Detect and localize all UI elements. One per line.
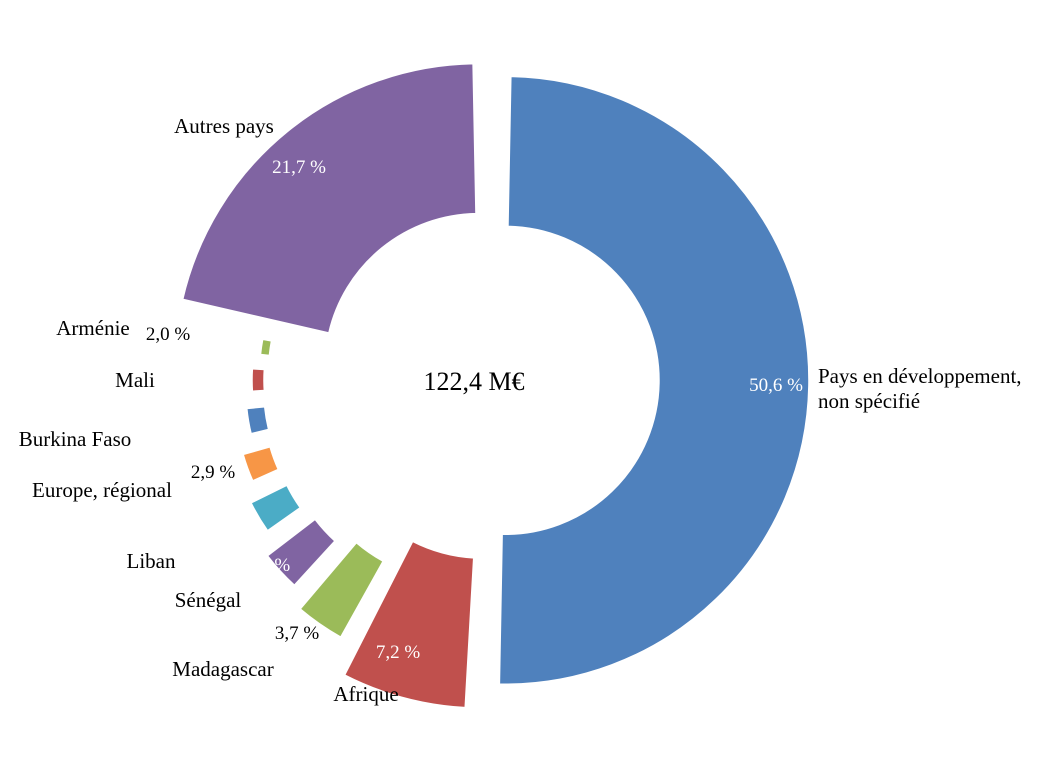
slice-value-label-8: 2,0 %	[146, 324, 191, 345]
slice-8	[259, 338, 273, 357]
slice-category-label-6: Burkina Faso	[19, 427, 132, 451]
slice-5	[242, 445, 280, 482]
slice-value-label-7: 2,6 %	[172, 369, 217, 390]
slice-3	[266, 518, 336, 587]
slice-value-label-3: 3,4 %	[246, 555, 291, 576]
slice-value-label-0: 50,6 %	[749, 375, 803, 396]
slice-1	[343, 540, 475, 709]
slice-0	[498, 75, 810, 686]
slice-value-label-9: 21,7 %	[272, 157, 326, 178]
slice-6	[245, 405, 270, 435]
slice-category-label-1: Afrique	[333, 682, 398, 706]
slice-value-label-4: 3,1 %	[187, 525, 232, 546]
slice-category-label-2: Madagascar	[172, 657, 273, 681]
slice-value-label-2: 3,7 %	[275, 623, 320, 644]
labels-layer: 50,6 % Pays en développement, non spécifié…	[19, 114, 1022, 706]
center-total-label: 122,4 M€	[423, 367, 524, 396]
slice-category-label-9: Autres pays	[174, 114, 274, 138]
slice-category-label-0: Pays en développement, non spécifié	[818, 364, 1022, 413]
slice-value-label-5: 2,9 %	[191, 462, 236, 483]
slice-value-label-6: 2,8 %	[148, 421, 193, 442]
slice-category-label-4: Liban	[127, 549, 176, 573]
slice-7	[251, 367, 266, 393]
slices-layer	[181, 62, 810, 709]
slice-4	[249, 484, 302, 532]
slice-category-label-3: Sénégal	[175, 588, 242, 612]
slice-category-label-5: Europe, régional	[32, 478, 172, 502]
slice-value-label-1: 7,2 %	[376, 642, 421, 663]
slice-9	[181, 62, 477, 334]
slice-2	[299, 541, 385, 639]
slice-category-label-7: Mali	[115, 368, 155, 392]
slice-category-label-8: Arménie	[56, 316, 129, 340]
